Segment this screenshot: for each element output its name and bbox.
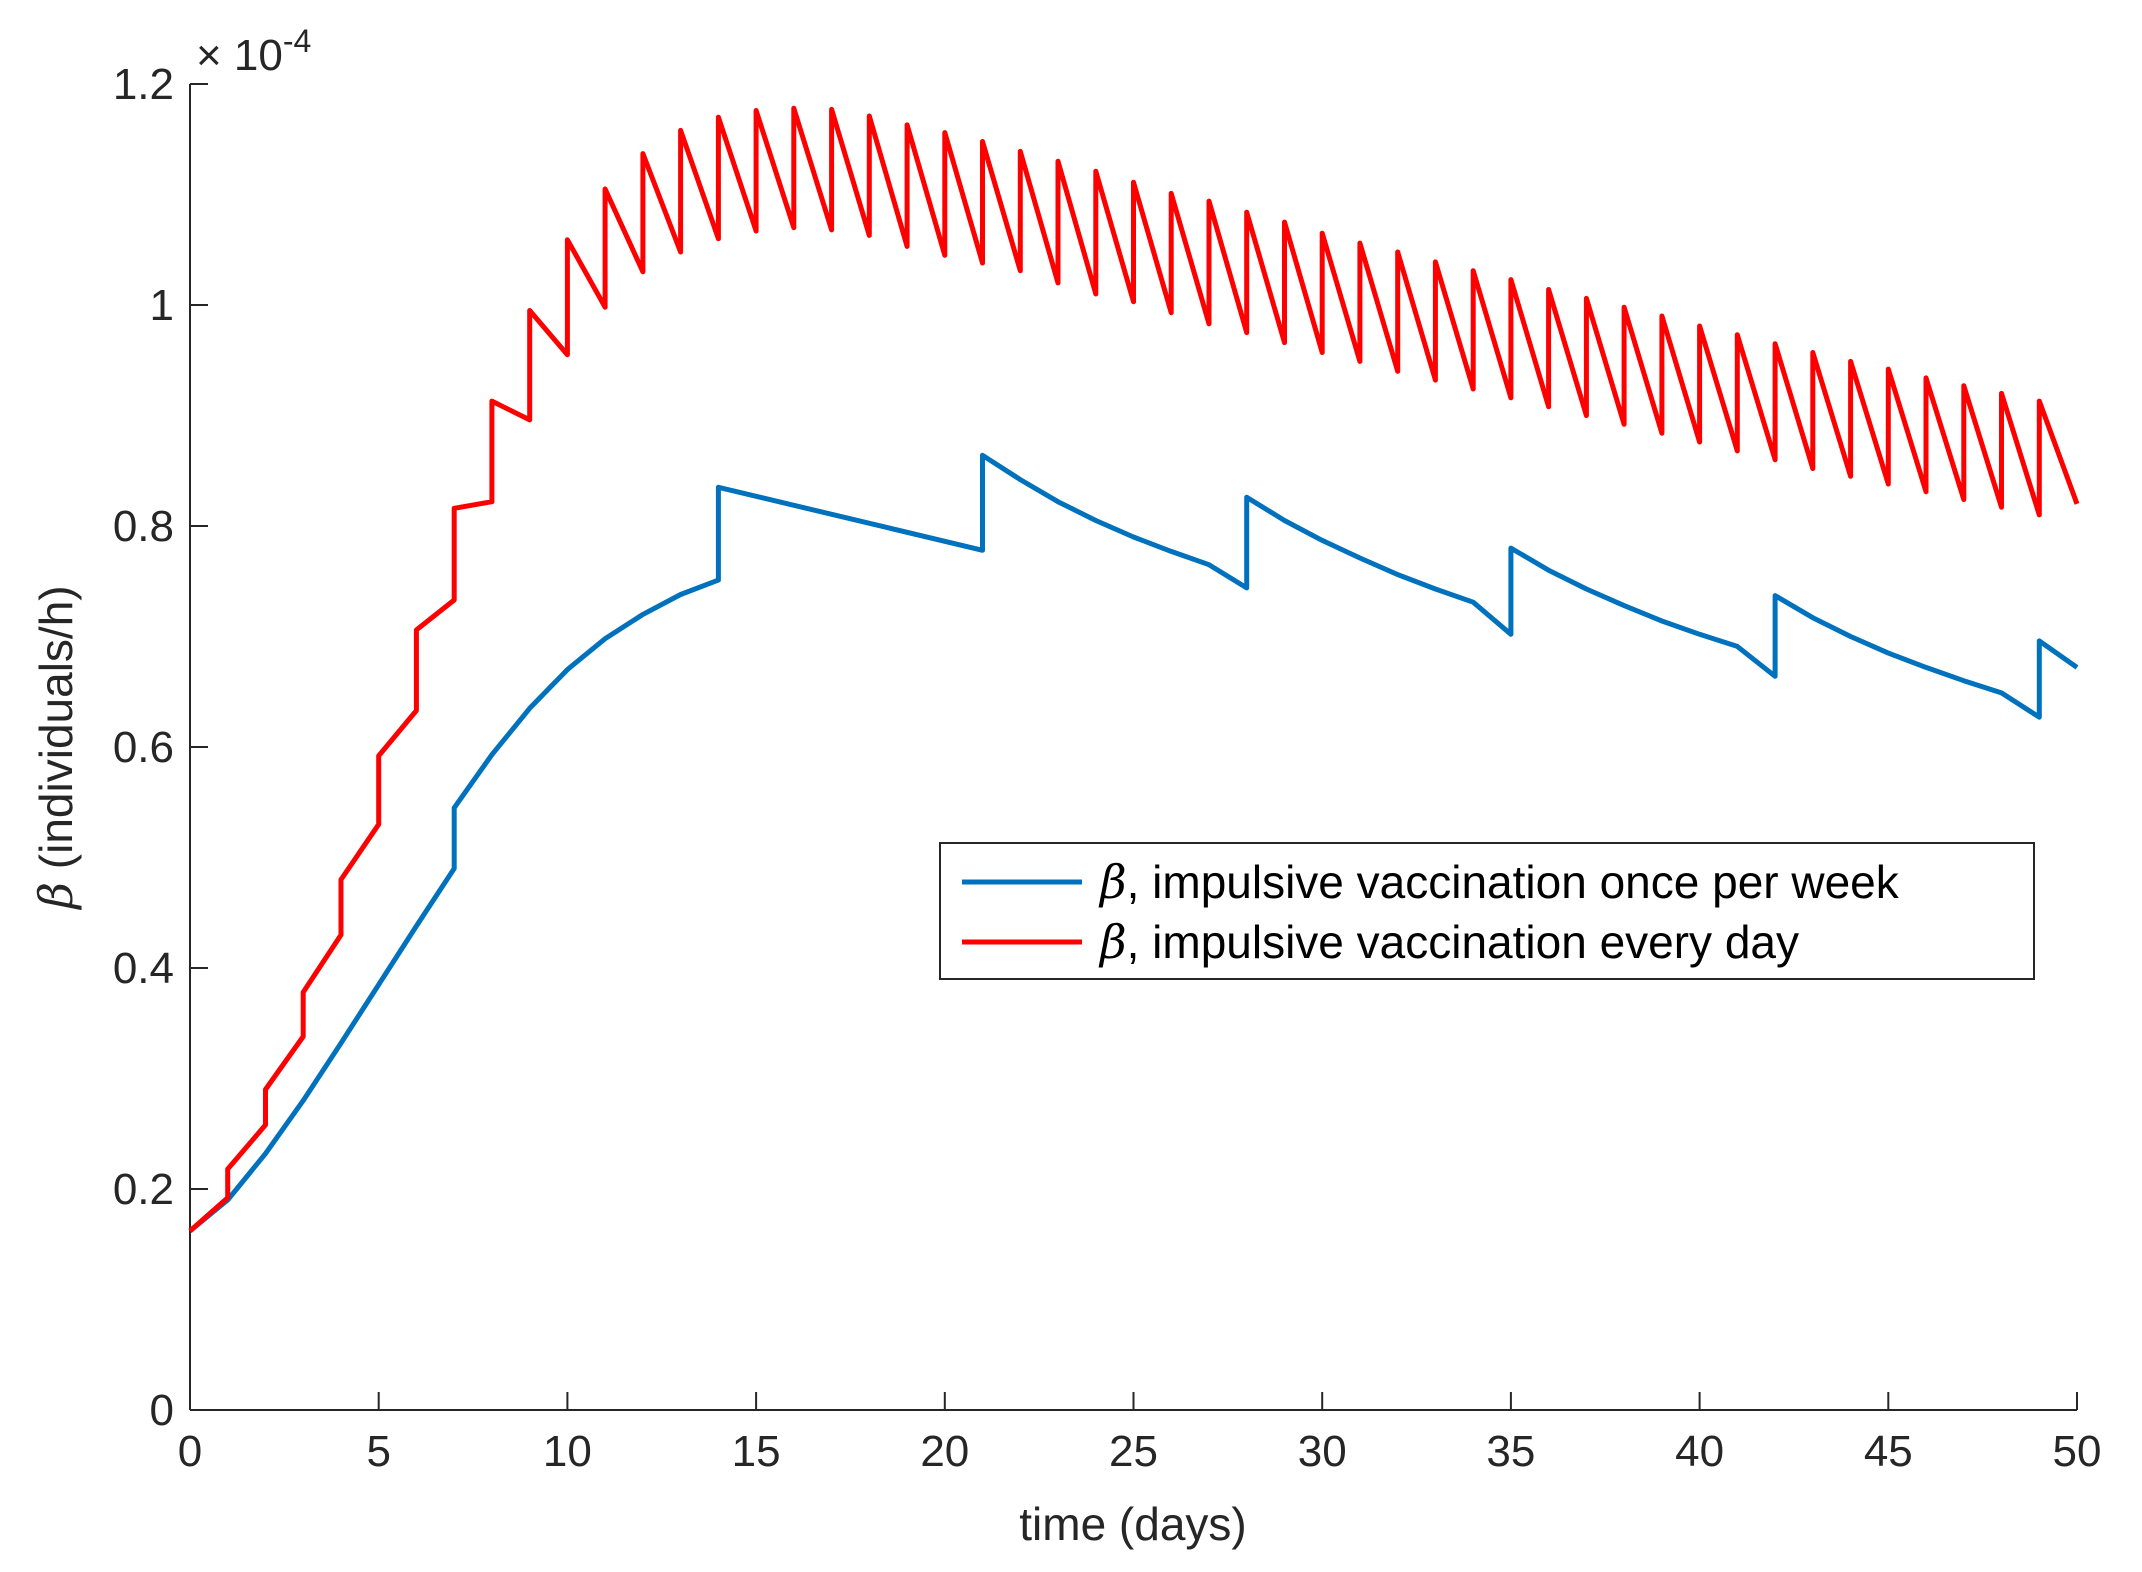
x-ticks: 0 5 10 15 20 25 30 35 40 45 50 <box>178 1392 2102 1476</box>
legend-label-weekly: β, impulsive vaccination once per week <box>1098 855 1900 909</box>
y-tick-label: 0.2 <box>113 1165 174 1214</box>
series-line-daily <box>188 105 2080 1233</box>
y-tick-label: 0.4 <box>113 944 174 993</box>
x-tick-label: 0 <box>178 1427 202 1476</box>
x-tick-label: 20 <box>920 1427 969 1476</box>
legend-box <box>939 842 2035 980</box>
x-tick-label: 45 <box>1864 1427 1913 1476</box>
y-axis-title: β (individuals/h) <box>29 585 83 910</box>
x-tick-label: 25 <box>1109 1427 1158 1476</box>
x-tick-label: 50 <box>2053 1427 2102 1476</box>
x-axis-title: time (days) <box>1019 1498 1246 1550</box>
series-layer <box>188 105 2080 1233</box>
x-tick-label: 5 <box>366 1427 390 1476</box>
y-multiplier-label: × 10-4 <box>196 23 311 80</box>
y-tick-label: 0.6 <box>113 723 174 772</box>
series-line-weekly <box>188 452 2079 1233</box>
y-ticks: 0 0.2 0.4 0.6 0.8 1 1.2 <box>113 60 208 1435</box>
y-tick-label: 0.8 <box>113 502 174 551</box>
y-tick-label: 0 <box>150 1386 174 1435</box>
x-tick-label: 40 <box>1675 1427 1724 1476</box>
y-tick-label: 1.2 <box>113 60 174 109</box>
x-tick-label: 30 <box>1298 1427 1347 1476</box>
legend-label-daily: β, impulsive vaccination every day <box>1098 915 1799 969</box>
x-tick-label: 15 <box>732 1427 781 1476</box>
y-tick-label: 1 <box>150 281 174 330</box>
legend: β, impulsive vaccination once per week β… <box>939 842 2035 980</box>
x-tick-label: 35 <box>1486 1427 1535 1476</box>
x-tick-label: 10 <box>543 1427 592 1476</box>
